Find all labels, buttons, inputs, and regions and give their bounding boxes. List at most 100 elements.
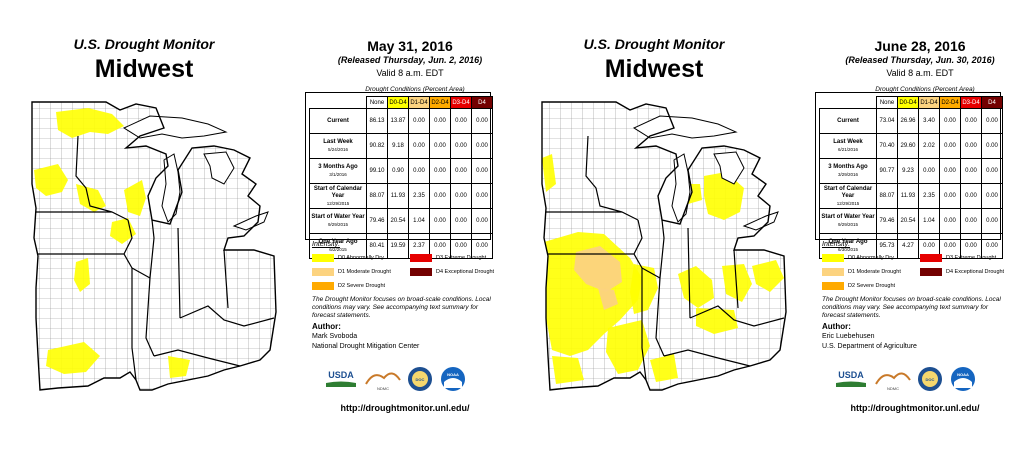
legend-swatch — [312, 268, 334, 276]
cell: 0.00 — [450, 133, 472, 159]
svg-text:NDMC: NDMC — [377, 386, 389, 391]
cell: 0.00 — [429, 133, 451, 159]
monitor-url-link[interactable]: http://droughtmonitor.unl.edu/ — [340, 403, 470, 413]
table-row: Current 73.04 26.96 3.40 0.00 0.00 0.00 — [819, 108, 1003, 134]
cell: 90.82 — [366, 133, 388, 159]
drought-panel-june: U.S. Drought Monitor Midwest — [510, 0, 1020, 450]
cell: 0.00 — [981, 208, 1003, 234]
d0-area-ohio-e — [752, 260, 784, 292]
cell: 0.00 — [408, 133, 430, 159]
table-row: 3 Months Ago 3/1/2016 99.10 0.90 0.00 0.0… — [309, 158, 493, 184]
cell: 0.00 — [960, 183, 982, 209]
row-label: Current — [309, 108, 367, 134]
svg-text:DOC: DOC — [416, 377, 425, 382]
cell: 13.87 — [387, 108, 409, 134]
d0-area-minnesota-w — [542, 154, 556, 192]
cell: 3.40 — [918, 108, 940, 134]
intensity-title: Intensity: — [822, 241, 851, 248]
cell: 11.93 — [897, 183, 919, 209]
cell: 0.00 — [450, 108, 472, 134]
table-header-row: None D0-D4 D1-D4 D2-D4 D3-D4 D4 — [820, 96, 1003, 109]
cell: 0.00 — [960, 108, 982, 134]
d0-area-missouri-se — [606, 320, 650, 374]
region-title: Midwest — [94, 55, 194, 83]
svg-text:DOC: DOC — [926, 377, 935, 382]
d1-area-missouri-n — [598, 288, 618, 310]
state-lines — [36, 135, 275, 381]
cell: 86.13 — [366, 108, 388, 134]
conditions-title: Drought Conditions (Percent Area) — [365, 86, 465, 93]
svg-text:NOAA: NOAA — [447, 372, 459, 377]
table-row: Start of Calendar Year 12/29/2015 88.07 1… — [309, 183, 493, 209]
d0-area-illinois-s — [630, 264, 658, 314]
legend-swatch — [920, 254, 942, 262]
lake-huron — [203, 151, 235, 185]
cell: 0.00 — [981, 233, 1003, 259]
monitor-header: U.S. Drought Monitor — [583, 36, 725, 52]
cell: 0.00 — [960, 208, 982, 234]
ndmc-logo: NDMC — [875, 372, 911, 391]
svg-text:NOAA: NOAA — [957, 372, 969, 377]
table-row: One Year Ago 6/30/2015 95.73 4.27 0.00 0.… — [819, 233, 1003, 259]
usda-logo: USDA — [326, 368, 356, 387]
legend-swatch — [312, 282, 334, 290]
cell: 2.35 — [918, 183, 940, 209]
legend-d4: D4 Exceptional Drought — [920, 268, 1004, 276]
d0-area-missouri-s — [46, 342, 100, 374]
cell: 0.00 — [471, 108, 493, 134]
legend-d3: D3 Extreme Drought — [410, 254, 486, 262]
cell: 0.00 — [939, 183, 961, 209]
author-org: National Drought Mitigation Center — [312, 343, 420, 350]
cell: 88.07 — [876, 183, 898, 209]
legend-swatch — [822, 254, 844, 262]
legend-d2: D2 Severe Drought — [312, 282, 385, 290]
row-label: Current — [819, 108, 877, 134]
valid-time: Valid 8 a.m. EDT — [886, 68, 954, 78]
lake-michigan — [671, 153, 691, 223]
legend-swatch — [920, 268, 942, 276]
row-label: Start of Calendar Year 12/29/2015 — [309, 183, 367, 209]
cell: 0.90 — [387, 158, 409, 184]
row-label: Start of Calendar Year 12/29/2015 — [819, 183, 877, 209]
table-header-row: None D0-D4 D1-D4 D2-D4 D3-D4 D4 — [310, 96, 493, 109]
release-date: (Released Thursday, Jun. 2, 2016) — [337, 55, 483, 65]
table-row: One Year Ago 6/2/2015 80.41 19.59 2.37 0.… — [309, 233, 493, 259]
legend-d1: D1 Moderate Drought — [822, 268, 901, 276]
row-label: 3 Months Ago 3/29/2016 — [819, 158, 877, 184]
drought-stats-table: None D0-D4 D1-D4 D2-D4 D3-D4 D4 Current … — [819, 96, 1003, 259]
cell: 0.00 — [960, 158, 982, 184]
col-none: None — [876, 96, 898, 109]
cell: 0.00 — [429, 108, 451, 134]
legend-d0: D0 Abnormally Dry — [312, 254, 384, 262]
col-d1-d4: D1-D4 — [408, 96, 430, 109]
monitor-url-link[interactable]: http://droughtmonitor.unl.edu/ — [850, 403, 980, 413]
cell: 0.00 — [939, 208, 961, 234]
col-d0-d4: D0-D4 — [897, 96, 919, 109]
legend-d2: D2 Severe Drought — [822, 282, 895, 290]
map-date: June 28, 2016 — [874, 38, 966, 54]
author-block: Eric Luebehusen U.S. Department of Agric… — [822, 332, 917, 352]
release-date: (Released Thursday, Jun. 30, 2016) — [845, 55, 995, 65]
cell: 0.00 — [471, 158, 493, 184]
cell: 0.00 — [450, 208, 472, 234]
cell: 0.00 — [429, 208, 451, 234]
d0-area-missouri-w — [74, 258, 90, 292]
cell: 26.96 — [897, 108, 919, 134]
cell: 0.00 — [408, 158, 430, 184]
cell: 1.04 — [408, 208, 430, 234]
cell: 19.59 — [387, 233, 409, 259]
cell: 0.00 — [939, 133, 961, 159]
cell: 1.04 — [918, 208, 940, 234]
col-none: None — [366, 96, 388, 109]
cell: 0.00 — [450, 183, 472, 209]
svg-text:NDMC: NDMC — [887, 386, 899, 391]
legend-swatch — [822, 282, 844, 290]
author-name: Eric Luebehusen — [822, 333, 875, 340]
row-label: One Year Ago 6/30/2015 — [819, 233, 877, 259]
doc-seal-icon: DOC — [408, 367, 432, 391]
author-heading: Author: — [822, 322, 851, 331]
author-heading: Author: — [312, 322, 341, 331]
cell: 0.00 — [939, 108, 961, 134]
region-title: Midwest — [604, 55, 704, 83]
monitor-header: U.S. Drought Monitor — [73, 36, 215, 52]
